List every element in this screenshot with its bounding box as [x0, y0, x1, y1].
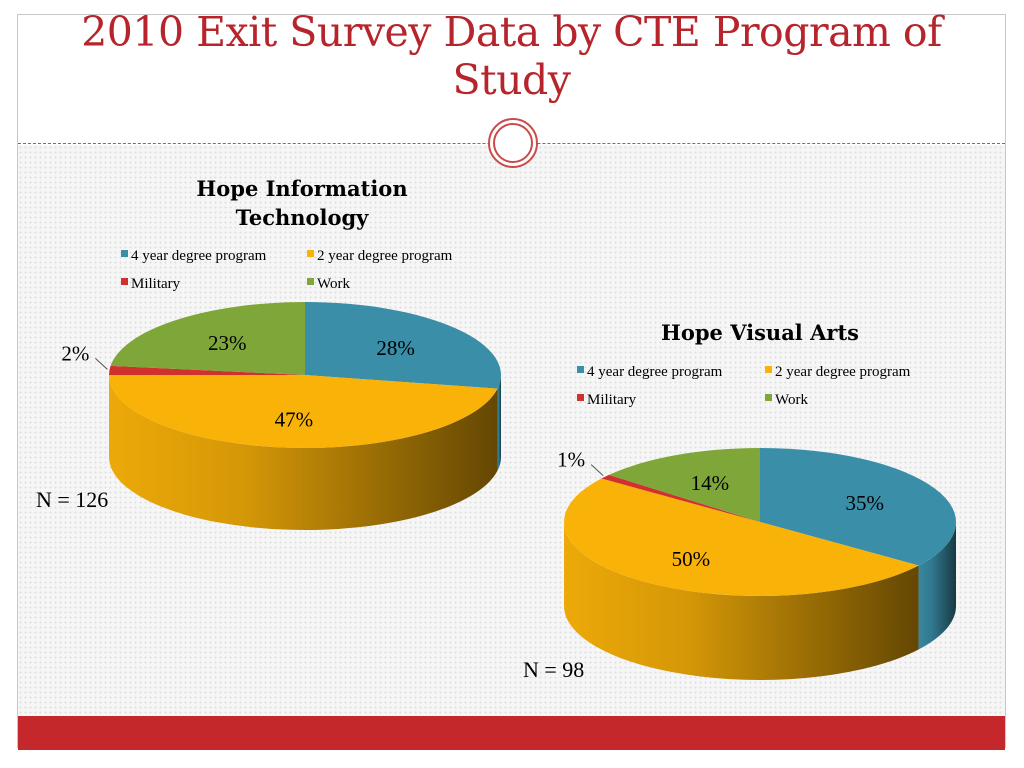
- data-label: 1%: [557, 448, 585, 472]
- chart-legend-2: 4 year degree program 2 year degree progr…: [577, 364, 911, 408]
- data-label: 23%: [208, 331, 247, 355]
- legend-swatch: [765, 366, 772, 373]
- pie-chart-2: Hope Visual Arts 4 year degree program 2 y…: [523, 320, 956, 682]
- chart-title-1-line-2: Technology: [236, 205, 370, 230]
- circle-ornament-icon: [488, 118, 538, 168]
- data-label: 2%: [61, 341, 89, 365]
- legend-swatch: [121, 278, 128, 285]
- legend-swatch: [307, 250, 314, 257]
- pie-side-4-year-degree-program: [918, 522, 956, 650]
- sample-size-label: N = 98: [523, 657, 584, 682]
- pie-sides-2: [564, 522, 956, 680]
- sample-size-label: N = 126: [36, 487, 108, 512]
- legend-swatch: [577, 394, 584, 401]
- legend-label: Military: [587, 392, 637, 408]
- data-label: 47%: [275, 408, 314, 432]
- data-label: 50%: [672, 547, 711, 571]
- legend-swatch: [121, 250, 128, 257]
- pie-slices-2: [564, 448, 956, 596]
- pie-slice-work: [110, 302, 305, 375]
- legend-label: 4 year degree program: [587, 364, 723, 380]
- pie-chart-1: Hope Information Technology 4 year degree …: [36, 176, 501, 530]
- pie-slice-2-year-degree-program: [564, 478, 919, 596]
- pie-slice-military: [109, 365, 305, 375]
- data-labels-1: 28% 47% 2% 23%: [61, 331, 414, 431]
- chart-title-2-line-1: Hope Visual Arts: [661, 320, 859, 345]
- data-label: 28%: [376, 336, 415, 360]
- leader-line: [95, 358, 108, 370]
- pie-slice-military: [601, 474, 760, 522]
- data-label: 35%: [846, 491, 885, 515]
- chart-legend-1: 4 year degree program 2 year degree progr…: [121, 248, 453, 292]
- pie-slice-work: [608, 448, 760, 522]
- footer-bar: [18, 716, 1005, 750]
- pie-side-2-year-degree-program: [564, 522, 919, 680]
- legend-swatch: [577, 366, 584, 373]
- legend-label: 2 year degree program: [317, 248, 453, 264]
- legend-swatch: [765, 394, 772, 401]
- pie-sides-1: [109, 375, 501, 530]
- slide-title: 2010 Exit Survey Data by CTE Program of …: [81, 8, 942, 104]
- pie-side-4-year-degree-program: [497, 375, 501, 471]
- legend-label: 2 year degree program: [775, 364, 911, 380]
- legend-label: Work: [775, 392, 808, 408]
- pie-slice-4-year-degree-program: [760, 448, 956, 566]
- pie-side-2-year-degree-program: [109, 375, 498, 530]
- leader-line: [590, 464, 604, 477]
- legend-label: Work: [317, 276, 350, 292]
- legend-label: Military: [131, 276, 181, 292]
- legend-label: 4 year degree program: [131, 248, 267, 264]
- pie-slice-2-year-degree-program: [109, 375, 498, 448]
- data-labels-2: 35% 50% 1% 14%: [557, 448, 884, 571]
- legend-swatch: [307, 278, 314, 285]
- data-label: 14%: [691, 471, 730, 495]
- pie-slice-4-year-degree-program: [305, 302, 501, 389]
- chart-title-1-line-1: Hope Information: [196, 176, 407, 201]
- pie-slices-1: [109, 302, 501, 448]
